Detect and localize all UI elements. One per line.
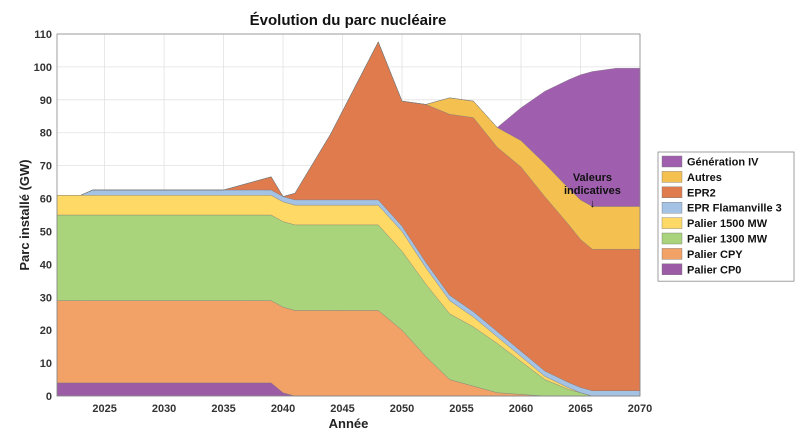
annotation-line-1: Valeurs xyxy=(573,172,612,184)
y-tick-label: 10 xyxy=(40,358,52,370)
legend-swatch xyxy=(661,171,683,183)
x-tick-label: 2065 xyxy=(568,403,592,415)
legend-swatch xyxy=(661,186,683,199)
x-tick-label: 2055 xyxy=(449,403,473,415)
legend-swatch xyxy=(661,232,683,245)
x-axis-ticks: 2025 2030 2035 2040 2045 2050 2055 2060 2065 2070 xyxy=(92,403,652,415)
y-tick-label: 80 xyxy=(40,128,52,140)
y-tick-label: 30 xyxy=(40,292,52,304)
legend-label: Palier 1500 MW xyxy=(687,218,768,230)
x-tick-label: 2045 xyxy=(330,403,354,415)
y-tick-label: 60 xyxy=(40,194,52,206)
x-tick-label: 2040 xyxy=(271,403,295,415)
legend-label: Génération IV xyxy=(687,157,759,169)
y-tick-label: 70 xyxy=(40,161,52,173)
legend: Génération IV Autres EPR2 EPR Flamanville 3… xyxy=(657,151,795,282)
y-axis-ticks: 0 10 20 30 40 50 60 70 80 90 100 110 xyxy=(34,29,52,403)
legend-label: EPR Flamanville 3 xyxy=(687,203,782,215)
legend-swatch xyxy=(661,155,683,168)
y-tick-label: 0 xyxy=(46,391,52,403)
annotation-line-2: indicatives xyxy=(564,185,621,197)
legend-swatch xyxy=(661,217,683,229)
y-tick-label: 110 xyxy=(34,29,52,41)
plot-frame xyxy=(56,33,641,397)
x-tick-label: 2070 xyxy=(628,403,652,415)
legend-label: Palier CPY xyxy=(687,249,743,261)
y-tick-label: 20 xyxy=(40,325,52,337)
y-axis-label: Parc installé (GW) xyxy=(17,159,32,270)
chart-title: Évolution du parc nucléaire xyxy=(250,12,447,29)
annotation: Valeurs indicatives ↓ xyxy=(564,172,621,210)
legend-label: Palier CP0 xyxy=(687,264,741,276)
y-tick-label: 90 xyxy=(40,95,52,107)
legend-swatch xyxy=(661,248,683,260)
x-tick-label: 2035 xyxy=(211,403,235,415)
y-tick-label: 40 xyxy=(40,259,52,271)
legend-swatch xyxy=(661,263,683,275)
x-tick-label: 2050 xyxy=(390,403,414,415)
y-tick-label: 50 xyxy=(40,226,52,238)
x-axis-label: Année xyxy=(329,416,369,431)
y-tick-label: 100 xyxy=(34,62,52,74)
x-tick-label: 2060 xyxy=(509,403,533,415)
legend-swatch xyxy=(661,201,683,214)
x-tick-label: 2030 xyxy=(152,403,176,415)
area-series-group xyxy=(56,41,641,397)
legend-label: Palier 1300 MW xyxy=(687,234,768,246)
legend-label: Autres xyxy=(687,172,722,184)
annotation-arrow-icon: ↓ xyxy=(590,198,596,210)
x-tick-label: 2025 xyxy=(92,403,116,415)
legend-label: EPR2 xyxy=(687,187,716,199)
